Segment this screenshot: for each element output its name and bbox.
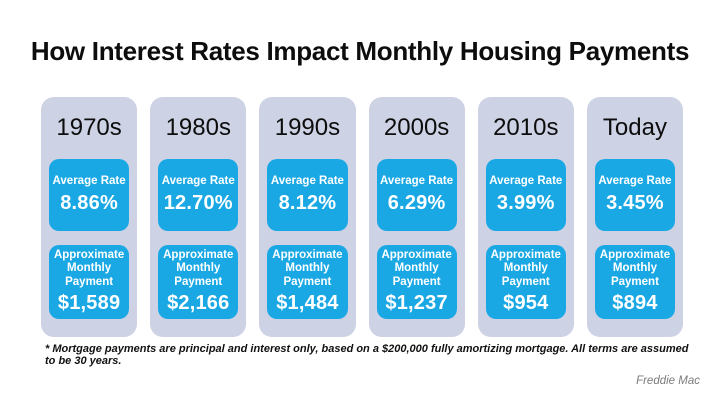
payment-card: Approximate Monthly Payment $894 <box>594 245 676 319</box>
rate-label: Average Rate <box>52 175 126 188</box>
payment-card: Approximate Monthly Payment $1,484 <box>267 245 348 319</box>
rate-value: 12.70% <box>163 191 233 214</box>
payment-label: Approximate Monthly Payment <box>490 248 561 288</box>
footnote: * Mortgage payments are principal and in… <box>45 343 689 367</box>
decade-columns: 1970s Average Rate 8.86% Approximate Mon… <box>41 97 684 337</box>
payment-value: $2,166 <box>167 292 230 315</box>
payment-card: Approximate Monthly Payment $2,166 <box>158 245 239 319</box>
rate-label: Average Rate <box>489 175 563 188</box>
era-label: 2010s <box>493 114 559 141</box>
rate-value: 6.29% <box>387 191 446 214</box>
payment-label: Approximate Monthly Payment <box>163 248 234 288</box>
page-title: How Interest Rates Impact Monthly Housin… <box>30 36 690 66</box>
era-column-2000s: 2000s Average Rate 6.29% Approximate Mon… <box>368 97 465 337</box>
rate-value: 8.12% <box>278 191 337 214</box>
rate-value: 3.45% <box>606 191 664 214</box>
payment-value: $894 <box>612 292 658 315</box>
era-label: 1970s <box>56 114 122 141</box>
era-label: 2000s <box>383 114 450 141</box>
rate-value: 8.86% <box>60 191 118 214</box>
era-label: Today <box>602 114 667 141</box>
source-attribution: Freddie Mac <box>636 375 700 387</box>
rate-card: Average Rate 8.86% <box>49 159 130 231</box>
era-column-1980s: 1980s Average Rate 12.70% Approximate Mo… <box>150 97 247 337</box>
era-column-1990s: 1990s Average Rate 8.12% Approximate Mon… <box>259 97 356 337</box>
rate-card: Average Rate 12.70% <box>158 159 239 231</box>
payment-label: Approximate Monthly Payment <box>381 248 452 288</box>
payment-card: Approximate Monthly Payment $954 <box>485 245 566 319</box>
payment-card: Approximate Monthly Payment $1,589 <box>49 245 130 319</box>
payment-card: Approximate Monthly Payment $1,237 <box>376 245 457 319</box>
payment-label: Approximate Monthly Payment <box>599 248 671 288</box>
rate-card: Average Rate 6.29% <box>376 159 457 231</box>
payment-label: Approximate Monthly Payment <box>272 248 343 288</box>
rate-card: Average Rate 3.45% <box>594 159 676 231</box>
payment-value: $954 <box>503 292 549 315</box>
payment-value: $1,484 <box>276 292 339 315</box>
era-column-today: Today Average Rate 3.45% Approximate Mon… <box>586 97 684 337</box>
payment-value: $1,589 <box>57 292 121 315</box>
rate-label: Average Rate <box>598 175 672 188</box>
payment-label: Approximate Monthly Payment <box>53 248 125 288</box>
era-column-1970s: 1970s Average Rate 8.86% Approximate Mon… <box>41 97 138 337</box>
rate-card: Average Rate 8.12% <box>267 159 348 231</box>
payment-value: $1,237 <box>385 292 448 315</box>
era-label: 1990s <box>274 114 341 141</box>
era-column-2010s: 2010s Average Rate 3.99% Approximate Mon… <box>477 97 574 337</box>
rate-label: Average Rate <box>270 175 344 188</box>
rate-label: Average Rate <box>380 175 454 188</box>
rate-card: Average Rate 3.99% <box>485 159 566 231</box>
rate-label: Average Rate <box>161 175 235 188</box>
rate-value: 3.99% <box>496 191 555 214</box>
era-label: 1980s <box>165 114 231 141</box>
